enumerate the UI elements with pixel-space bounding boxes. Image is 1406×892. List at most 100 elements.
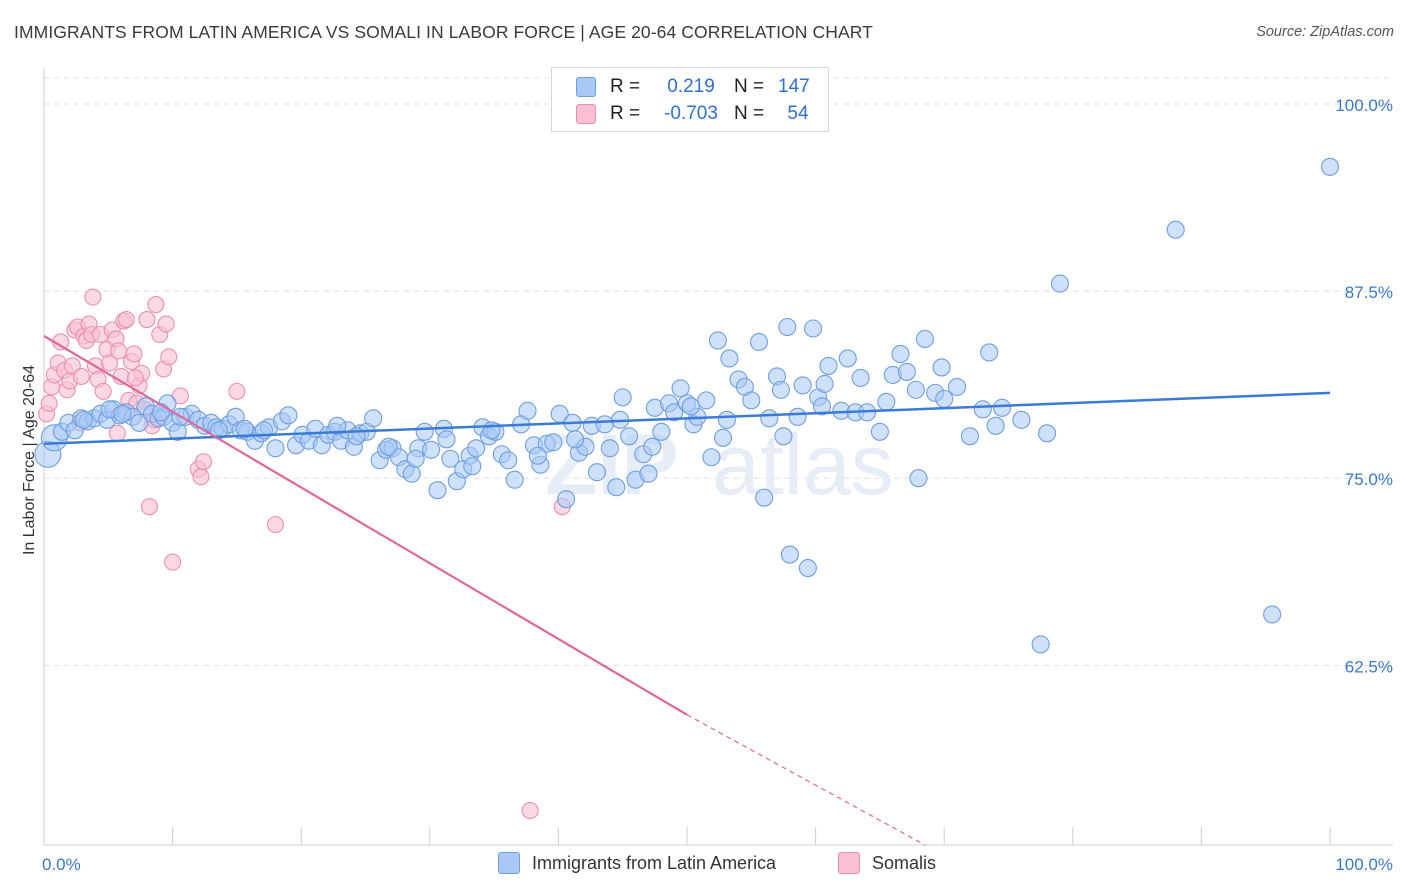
legend-n-label: N = — [734, 76, 765, 97]
somalis-point-41 — [147, 296, 165, 314]
x-tick-label-0: 0.0% — [42, 855, 81, 874]
somalis-point-26 — [110, 342, 128, 360]
legend-n-label: N = — [734, 103, 765, 124]
somalis-point-23 — [101, 354, 119, 372]
latin-america-point-160 — [379, 437, 398, 456]
somalis-point-21 — [94, 382, 112, 400]
latin-america-point-94 — [639, 464, 658, 483]
latin-america-point-115 — [771, 380, 790, 399]
latin-america-point-116 — [778, 317, 797, 337]
latin-america-trend-line — [43, 391, 1331, 446]
legend-r-label: R = — [610, 103, 641, 124]
latin-america-point-123 — [815, 374, 834, 393]
latin-america-point-124 — [819, 356, 838, 375]
latin-america-point-14 — [130, 413, 149, 432]
latin-america-point-145 — [1038, 424, 1057, 443]
latin-america-point-112 — [755, 488, 774, 507]
latin-america-point-161 — [406, 449, 425, 468]
latin-america-point-165 — [528, 446, 547, 465]
somalis-point-51 — [228, 382, 246, 400]
somalis-point-32 — [125, 345, 143, 363]
latin-america-point-75 — [518, 401, 537, 420]
latin-america-point-120 — [798, 558, 817, 578]
latin-america-point-67 — [467, 439, 486, 458]
latin-america-point-105 — [708, 331, 727, 350]
latin-america-point-79 — [544, 433, 563, 452]
latin-america-point-150 — [74, 410, 93, 429]
latin-america-point-104 — [702, 448, 721, 467]
latin-america-point-144 — [1031, 635, 1050, 654]
somalis-point-1 — [40, 394, 58, 412]
somalis-point-17 — [84, 288, 102, 306]
latin-america-point-171 — [774, 427, 793, 446]
latin-america-point-140 — [980, 343, 999, 362]
latin-america-point-134 — [915, 329, 934, 349]
latin-america-point-72 — [499, 451, 518, 470]
watermark-atlas: atlas — [712, 417, 894, 513]
latin-america-point-118 — [788, 407, 807, 426]
legend-n-value: 147 — [778, 76, 810, 97]
latin-america-point-38 — [279, 406, 298, 425]
latin-america-point-173 — [851, 368, 870, 387]
trend-lines — [43, 335, 1331, 846]
latin-america-points — [34, 157, 1340, 654]
latin-america-point-149 — [1320, 157, 1340, 176]
bottom-legend-swatch-pink — [838, 852, 860, 874]
latin-america-point-103 — [697, 391, 716, 410]
latin-america-point-169 — [681, 397, 700, 416]
correlation-legend: R = 0.219 N = 147 R = -0.703 N = 54 — [551, 67, 829, 132]
legend-r-label: R = — [610, 76, 641, 97]
latin-america-point-174 — [877, 392, 896, 411]
bottom-legend-latin-america: Immigrants from Latin America — [498, 852, 776, 874]
somalis-point-44 — [157, 315, 175, 333]
bottom-legend-label: Somalis — [872, 852, 937, 873]
somalis-point-38 — [140, 498, 159, 516]
latin-america-point-63 — [441, 449, 460, 468]
somalis-point-52 — [266, 516, 285, 534]
latin-america-point-90 — [613, 388, 632, 407]
watermark: ZIP atlas — [545, 417, 894, 513]
latin-america-point-110 — [742, 391, 761, 410]
somalis-point-50 — [194, 453, 213, 471]
latin-america-point-106 — [713, 428, 733, 447]
latin-america-point-88 — [600, 439, 619, 458]
latin-america-point-59 — [415, 422, 434, 441]
latin-america-point-61 — [428, 481, 447, 500]
latin-america-point-146 — [1050, 274, 1069, 293]
latin-america-point-163 — [463, 457, 482, 476]
latin-america-point-164 — [482, 421, 501, 440]
y-tick-label-3: 62.5% — [1345, 657, 1393, 676]
latin-america-point-51 — [364, 409, 383, 428]
latin-america-point-111 — [749, 332, 769, 352]
latin-america-point-87 — [595, 415, 614, 434]
axis-labels: 100.0% 87.5% 75.0% 62.5% 0.0% 100.0% In Labor … — [21, 96, 1393, 874]
latin-america-point-86 — [587, 463, 607, 482]
latin-america-point-172 — [812, 397, 832, 416]
latin-america-point-126 — [838, 349, 857, 368]
x-tick-label-1: 100.0% — [1335, 855, 1393, 874]
latin-america-point-98 — [665, 403, 684, 422]
latin-america-point-176 — [948, 377, 967, 396]
chart-title: IMMIGRANTS FROM LATIN AMERICA VS SOMALI … — [14, 22, 873, 42]
latin-america-point-113 — [760, 409, 779, 428]
bottom-legend-somalis: Somalis — [838, 852, 936, 874]
latin-america-point-142 — [993, 398, 1012, 417]
somalis-point-56 — [108, 424, 126, 442]
latin-america-point-91 — [620, 427, 639, 446]
latin-america-point-162 — [437, 430, 456, 449]
latin-america-point-99 — [671, 379, 690, 398]
latin-america-point-156 — [235, 419, 254, 438]
latin-america-point-141 — [986, 416, 1005, 435]
latin-america-point-148 — [1263, 605, 1282, 624]
latin-america-point-175 — [906, 380, 925, 399]
legend-swatch-blue — [576, 77, 596, 97]
latin-america-point-166 — [566, 430, 585, 449]
gridlines — [44, 77, 1393, 666]
latin-america-point-121 — [803, 319, 823, 338]
latin-america-point-132 — [897, 362, 916, 381]
latin-america-point-119 — [793, 376, 812, 395]
latin-america-point-36 — [266, 439, 285, 458]
legend-r-value: -0.703 — [664, 103, 718, 124]
y-tick-label-0: 100.0% — [1335, 96, 1393, 115]
